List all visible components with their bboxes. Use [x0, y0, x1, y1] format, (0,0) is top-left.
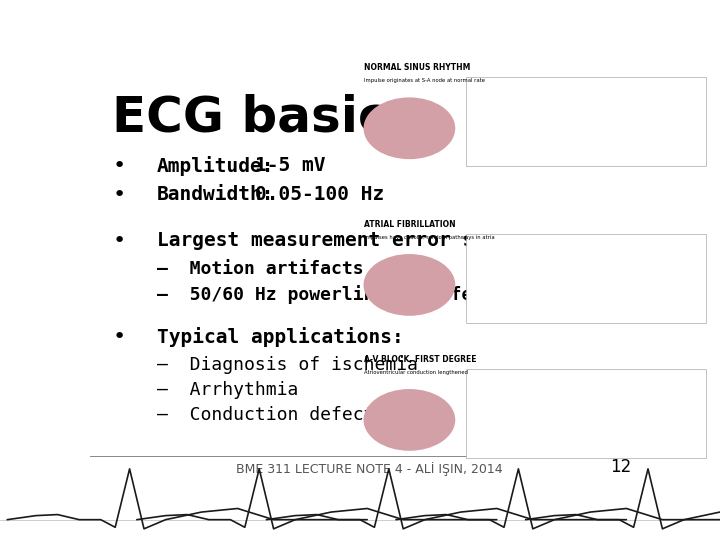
FancyBboxPatch shape	[466, 234, 706, 323]
Text: –  Arrhythmia: – Arrhythmia	[157, 381, 298, 399]
Text: Bandwidth:: Bandwidth:	[157, 185, 274, 204]
Text: NORMAL SINUS RHYTHM: NORMAL SINUS RHYTHM	[364, 63, 470, 72]
Text: •: •	[112, 231, 125, 251]
Text: –  50/60 Hz powerline interference: – 50/60 Hz powerline interference	[157, 285, 527, 304]
Text: A-V BLOCK, FIRST DEGREE: A-V BLOCK, FIRST DEGREE	[364, 355, 476, 363]
Ellipse shape	[364, 389, 455, 451]
Ellipse shape	[364, 97, 455, 159]
Text: –  Conduction defects: – Conduction defects	[157, 406, 385, 424]
Text: BME 311 LECTURE NOTE 4 - ALİ IŞIN, 2014: BME 311 LECTURE NOTE 4 - ALİ IŞIN, 2014	[235, 462, 503, 476]
FancyBboxPatch shape	[466, 369, 706, 458]
Text: Largest measurement error sources:: Largest measurement error sources:	[157, 231, 557, 250]
Text: Impulse originates at S-A node at normal rate: Impulse originates at S-A node at normal…	[364, 78, 485, 83]
Text: 1-5 mV: 1-5 mV	[255, 156, 325, 176]
Ellipse shape	[364, 254, 455, 316]
Text: Typical applications:: Typical applications:	[157, 327, 404, 347]
Text: Impulses have chaotic, random pathways in atria: Impulses have chaotic, random pathways i…	[364, 235, 494, 240]
Text: •: •	[112, 185, 125, 205]
Text: –  Motion artifacts: – Motion artifacts	[157, 260, 364, 278]
Text: ATRIAL FIBRILLATION: ATRIAL FIBRILLATION	[364, 220, 455, 228]
Text: •: •	[112, 327, 125, 347]
FancyBboxPatch shape	[466, 77, 706, 166]
Text: 12: 12	[610, 457, 631, 476]
Text: 0.05-100 Hz: 0.05-100 Hz	[255, 185, 384, 204]
Text: Atrioventricular conduction lengthened: Atrioventricular conduction lengthened	[364, 370, 467, 375]
Text: ECG basics: ECG basics	[112, 94, 418, 142]
Text: Amplitude:: Amplitude:	[157, 156, 274, 176]
Text: •: •	[112, 156, 125, 176]
Text: –  Diagnosis of ischemia: – Diagnosis of ischemia	[157, 356, 418, 374]
